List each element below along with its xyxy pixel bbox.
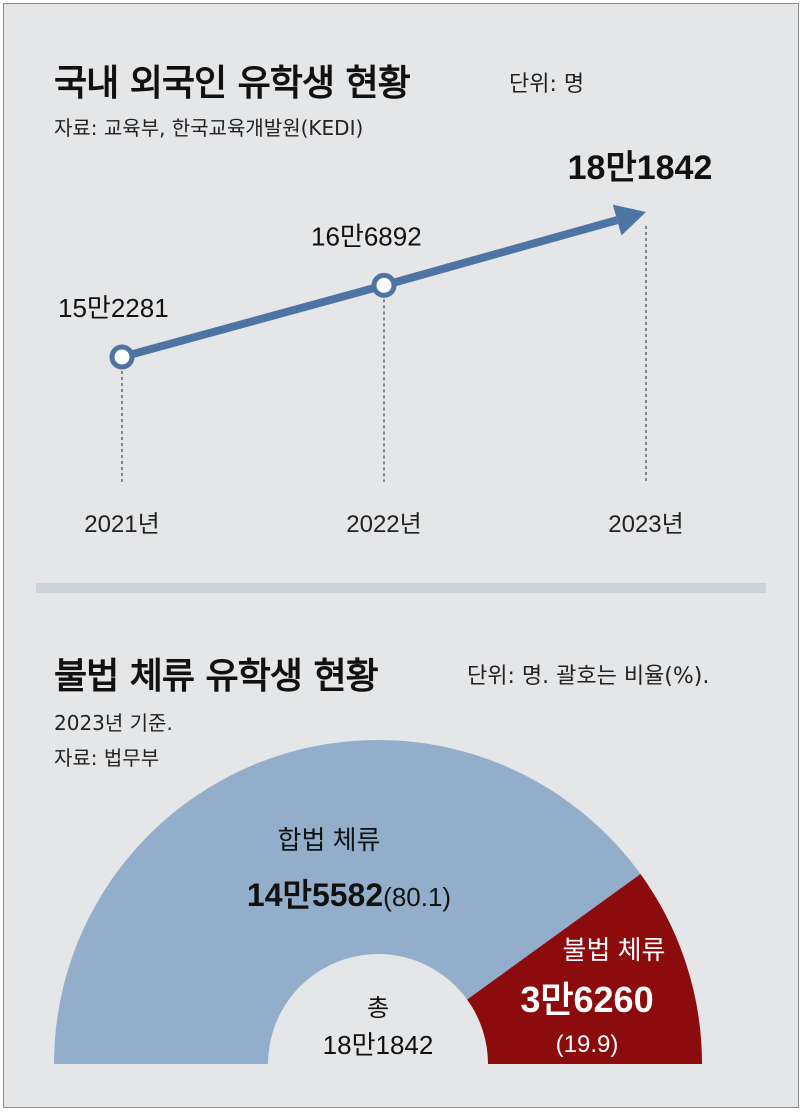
illegal-stay-label: 불법 체류 (563, 935, 666, 965)
legal-stay-count: 14만5582 (247, 877, 383, 913)
x-tick-label-3: 2023년 (608, 511, 683, 538)
data-point-1 (109, 344, 135, 370)
top-chart-title: 국내 외국인 유학생 현황 (54, 63, 411, 104)
infographic-panel: 국내 외국인 유학생 현황 단위: 명 자료: 교육부, 한국교육개발원(KED… (3, 3, 799, 1108)
top-chart-source: 자료: 교육부, 한국교육개발원(KEDI) (54, 116, 364, 140)
slice-2 (467, 874, 702, 1064)
bottom-chart-title: 불법 체류 유학생 현황 (54, 656, 379, 697)
data-point-2 (371, 272, 397, 298)
x-tick-label-2: 2022년 (346, 511, 421, 538)
half-donut-chart: 합법 체류 14만5582(80.1) 불법 체류 3만6260 (19.9) 총 18만1… (4, 739, 798, 1107)
bottom-chart-basis: 2023년 기준. (54, 711, 173, 735)
section-divider (36, 583, 766, 593)
legal-stay-pct: (80.1) (383, 882, 451, 912)
legal-stay-label: 합법 체류 (278, 825, 381, 855)
total-value: 18만1842 (323, 1030, 434, 1060)
slice-1 (53, 739, 641, 1064)
value-label-1: 15만2281 (58, 293, 169, 323)
total-label: 총 (367, 995, 389, 1022)
trend-arrowhead (612, 204, 646, 236)
line-chart: 15만2281 16만6892 18만1842 2021년 2022년 2023년 (58, 149, 713, 538)
illegal-stay-count: 3만6260 (520, 979, 653, 1020)
illegal-stay-pct: (19.9) (556, 1031, 619, 1058)
chart-base (4, 1064, 798, 1107)
bottom-chart-source: 자료: 법무부 (54, 746, 160, 770)
bottom-chart-unit: 단위: 명. 괄호는 비율(%). (467, 664, 710, 689)
legal-stay-value: 14만5582(80.1) (247, 877, 451, 913)
value-label-3: 18만1842 (568, 149, 713, 187)
value-label-2: 16만6892 (311, 221, 422, 251)
top-chart-unit: 단위: 명 (509, 72, 585, 97)
x-tick-label-1: 2021년 (84, 511, 159, 538)
